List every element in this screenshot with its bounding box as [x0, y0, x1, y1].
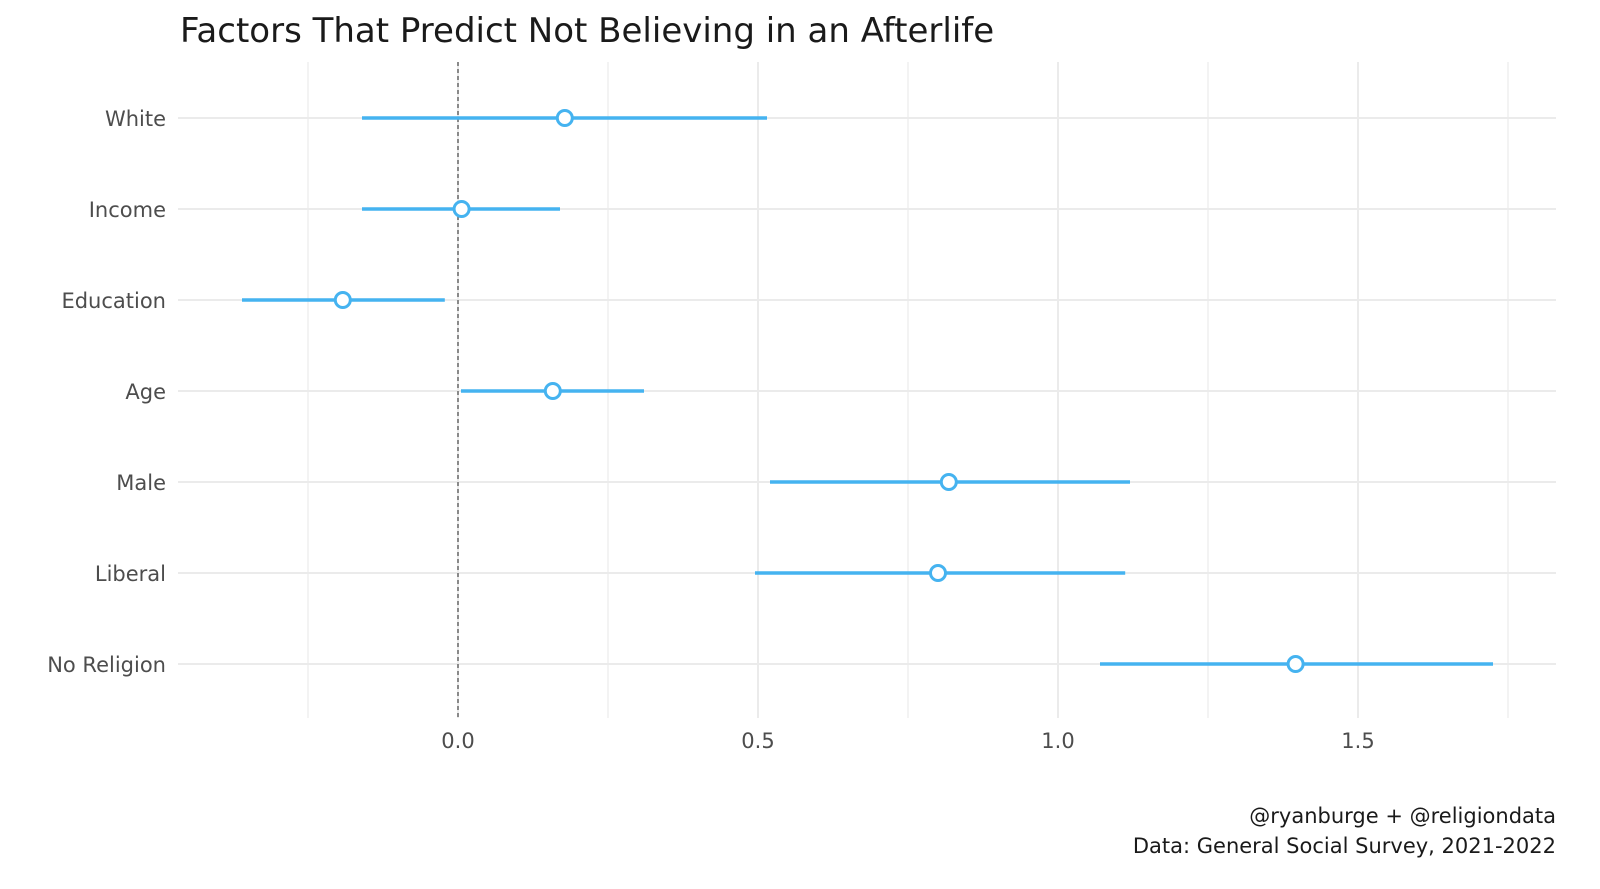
estimate-point — [929, 564, 947, 582]
y-tick-label: Liberal — [95, 562, 166, 586]
y-axis-labels: White Income Education Age Male Liberal No Rel… — [47, 107, 166, 677]
estimate-point — [1286, 655, 1305, 673]
caption-credit: @ryanburge + @religiondata — [1249, 804, 1556, 828]
chart-title: Factors That Predict Not Believing in an… — [180, 11, 994, 51]
estimate-point — [555, 109, 574, 127]
y-tick-label: Male — [116, 471, 166, 495]
x-tick-label: 0.5 — [741, 729, 774, 753]
caption-source: Data: General Social Survey, 2021-2022 — [1133, 834, 1556, 858]
y-tick-label: White — [105, 107, 166, 131]
x-tick-label: 0.0 — [441, 729, 474, 753]
x-tick-label: 1.0 — [1041, 729, 1074, 753]
coefficient-marks — [242, 109, 1493, 673]
x-axis-labels: 0.0 0.5 1.0 1.5 — [441, 729, 1374, 753]
estimate-point — [939, 473, 958, 491]
grid-lines — [178, 62, 1556, 718]
estimate-point — [452, 200, 471, 218]
estimate-point — [543, 382, 562, 400]
x-tick-label: 1.5 — [1341, 729, 1374, 753]
y-tick-label: Income — [89, 198, 166, 222]
y-tick-label: Education — [61, 289, 166, 313]
y-tick-label: Age — [125, 380, 166, 404]
estimate-point — [333, 291, 352, 309]
y-tick-label: No Religion — [47, 653, 166, 677]
